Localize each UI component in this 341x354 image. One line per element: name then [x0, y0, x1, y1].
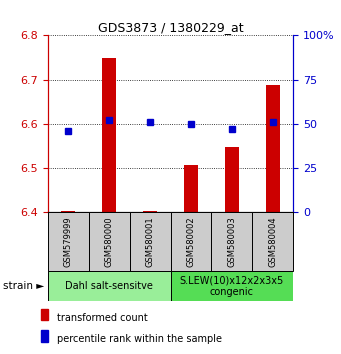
FancyBboxPatch shape [211, 212, 252, 271]
FancyBboxPatch shape [48, 271, 170, 301]
Bar [225, 147, 239, 212]
Text: Dahl salt-sensitve: Dahl salt-sensitve [65, 281, 153, 291]
FancyBboxPatch shape [170, 271, 293, 301]
Text: GSM580002: GSM580002 [187, 216, 195, 267]
Text: GSM580001: GSM580001 [146, 216, 154, 267]
Bar [41, 309, 48, 320]
Text: GSM580004: GSM580004 [268, 216, 277, 267]
Bar [184, 165, 198, 212]
FancyBboxPatch shape [130, 212, 170, 271]
Text: GSM580000: GSM580000 [105, 216, 114, 267]
Bar [41, 330, 48, 342]
Text: GSM579999: GSM579999 [64, 216, 73, 267]
Bar [266, 85, 280, 212]
Bar [102, 58, 116, 212]
Bar [61, 211, 75, 212]
Title: GDS3873 / 1380229_at: GDS3873 / 1380229_at [98, 21, 243, 34]
Text: percentile rank within the sample: percentile rank within the sample [57, 334, 222, 344]
FancyBboxPatch shape [252, 212, 293, 271]
Bar [143, 211, 157, 212]
Text: GSM580003: GSM580003 [227, 216, 236, 267]
FancyBboxPatch shape [89, 212, 130, 271]
Text: transformed count: transformed count [57, 313, 148, 322]
FancyBboxPatch shape [170, 212, 211, 271]
Text: S.LEW(10)x12x2x3x5
congenic: S.LEW(10)x12x2x3x5 congenic [180, 275, 284, 297]
FancyBboxPatch shape [48, 212, 89, 271]
Text: strain ►: strain ► [3, 281, 45, 291]
